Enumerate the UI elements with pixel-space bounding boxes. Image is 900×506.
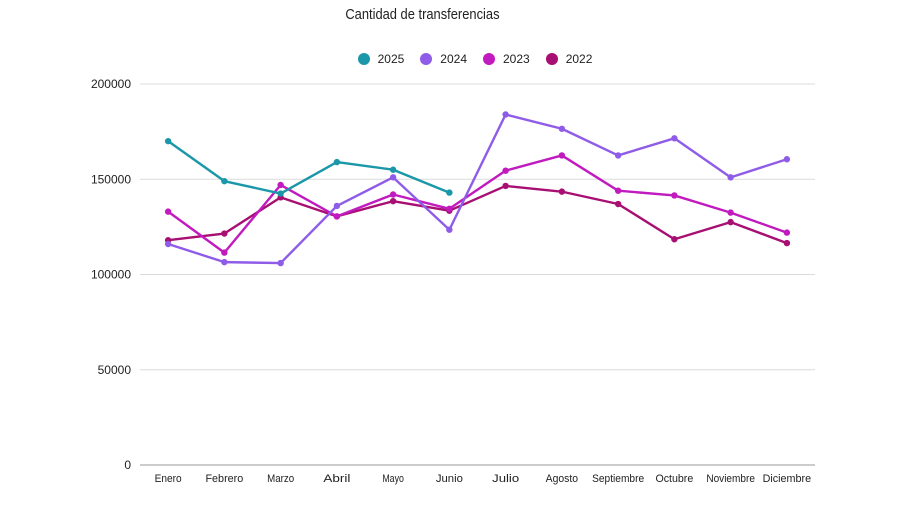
data-point-2024 (671, 135, 678, 142)
data-point-2023 (446, 205, 453, 212)
data-point-2022 (783, 239, 791, 247)
data-point-2023 (502, 167, 509, 174)
data-point-2024 (614, 152, 622, 159)
legend-label: 2023 (503, 52, 530, 66)
x-tick-label: Enero (155, 473, 182, 485)
chart-title: Cantidad de transferencias (345, 6, 500, 23)
series-line-2024 (167, 113, 788, 265)
data-point-2022 (502, 182, 509, 190)
series-line-2025 (167, 140, 450, 195)
legend-swatch (420, 53, 433, 65)
y-tick-label: 50000 (98, 363, 132, 377)
x-tick-label: Junio (436, 473, 463, 485)
data-point-2024 (558, 125, 566, 132)
y-tick-label: 200000 (91, 77, 131, 91)
legend-item-2023[interactable]: 2023 (483, 52, 530, 66)
y-tick-label: 100000 (91, 268, 131, 282)
y-tick-label: 150000 (91, 172, 131, 186)
data-point-2022 (614, 200, 622, 208)
data-point-2023 (277, 181, 284, 189)
data-point-2024 (502, 111, 509, 118)
legend-swatch (483, 53, 495, 65)
x-tick-label: Marzo (267, 473, 294, 485)
data-point-2023 (164, 208, 172, 215)
data-point-2025 (221, 177, 228, 185)
data-point-2024 (164, 240, 172, 248)
data-point-2022 (671, 236, 678, 243)
x-tick-label: Abril (323, 473, 350, 485)
data-point-2024 (727, 174, 734, 181)
series-line-2023 (167, 154, 788, 254)
x-tick-label: Julio (492, 473, 519, 485)
x-tick-label: Mayo (382, 473, 404, 485)
y-tick-label: 0 (124, 458, 131, 472)
data-point-2025 (277, 190, 284, 197)
legend: 2025 2024 2023 2022 (0, 52, 900, 66)
data-point-2024 (333, 202, 341, 210)
legend-item-2024[interactable]: 2024 (420, 52, 467, 66)
legend-label: 2024 (440, 52, 467, 66)
x-tick-label: Noviembre (706, 473, 755, 485)
data-point-2024 (221, 258, 228, 266)
series-line-2022 (167, 184, 788, 245)
data-point-2024 (446, 226, 453, 233)
data-point-2025 (446, 189, 453, 196)
data-point-2025 (389, 166, 397, 173)
legend-label: 2025 (377, 52, 405, 66)
data-point-2023 (333, 213, 341, 220)
data-point-2024 (783, 156, 791, 163)
data-point-2022 (727, 218, 734, 226)
x-tick-label: Agosto (546, 473, 578, 485)
data-point-2025 (333, 158, 341, 166)
x-tick-label: Octubre (655, 473, 693, 485)
data-point-2023 (221, 249, 228, 256)
legend-item-2022[interactable]: 2022 (545, 52, 593, 66)
data-point-2024 (277, 259, 284, 267)
x-tick-label: Septiembre (592, 473, 644, 485)
data-point-2023 (614, 187, 622, 194)
data-point-2022 (389, 197, 397, 205)
data-point-2022 (558, 188, 566, 195)
data-point-2024 (389, 174, 397, 181)
data-point-2023 (727, 209, 734, 216)
legend-item-2025[interactable]: 2025 (357, 52, 405, 66)
data-point-2025 (164, 137, 172, 145)
x-tick-label: Febrero (205, 473, 243, 485)
x-tick-label: Diciembre (763, 473, 812, 485)
data-point-2022 (221, 230, 228, 237)
data-point-2023 (558, 152, 566, 159)
data-point-2023 (389, 191, 397, 198)
legend-swatch (545, 53, 558, 65)
data-point-2023 (783, 229, 791, 236)
legend-label: 2022 (565, 52, 593, 66)
data-point-2023 (671, 192, 678, 199)
legend-swatch (357, 53, 370, 65)
